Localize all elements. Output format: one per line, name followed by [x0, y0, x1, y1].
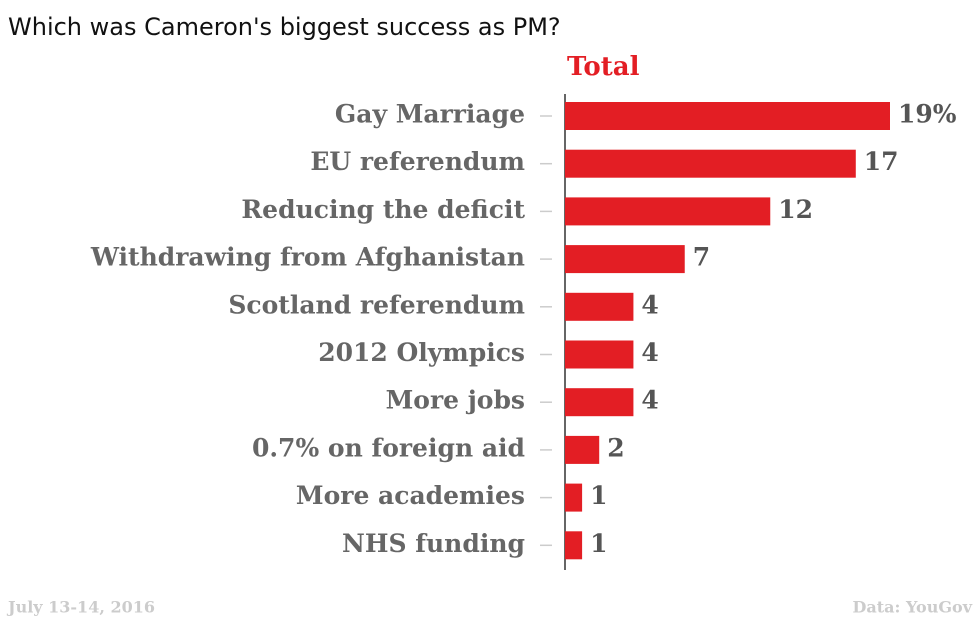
value-label: 4	[641, 386, 658, 415]
category-label: Gay Marriage	[335, 100, 525, 129]
category-label: Withdrawing from Afghanistan	[90, 243, 525, 272]
bar	[565, 102, 890, 130]
bar	[565, 149, 856, 178]
source: Data: YouGov	[853, 598, 973, 617]
bar	[565, 340, 634, 369]
category-label: More jobs	[386, 386, 525, 415]
value-label: 7	[693, 243, 710, 272]
chart-title: Which was Cameron's biggest success as P…	[8, 13, 561, 41]
bar	[565, 531, 583, 560]
bar	[565, 435, 600, 464]
category-label: Scotland referendum	[228, 290, 525, 319]
category-label: 0.7% on foreign aid	[252, 433, 525, 462]
bar	[565, 197, 771, 226]
value-label: 4	[641, 290, 658, 319]
value-label: 19%	[898, 100, 957, 129]
value-label: 2	[607, 433, 624, 462]
value-label: 17	[864, 147, 899, 176]
bar	[565, 483, 583, 512]
category-label: EU referendum	[310, 147, 525, 176]
value-label: 4	[641, 338, 658, 367]
category-label: Reducing the deficit	[241, 195, 525, 224]
category-label: 2012 Olympics	[318, 338, 525, 367]
bar	[565, 245, 685, 274]
category-label: NHS funding	[342, 529, 525, 558]
category-label: More academies	[296, 481, 525, 510]
date-note: July 13-14, 2016	[6, 598, 155, 617]
bar	[565, 292, 634, 321]
value-label: 1	[590, 481, 607, 510]
bar	[565, 388, 634, 417]
series-label: Total	[567, 52, 640, 82]
value-label: 12	[778, 195, 813, 224]
value-label: 1	[590, 529, 607, 558]
